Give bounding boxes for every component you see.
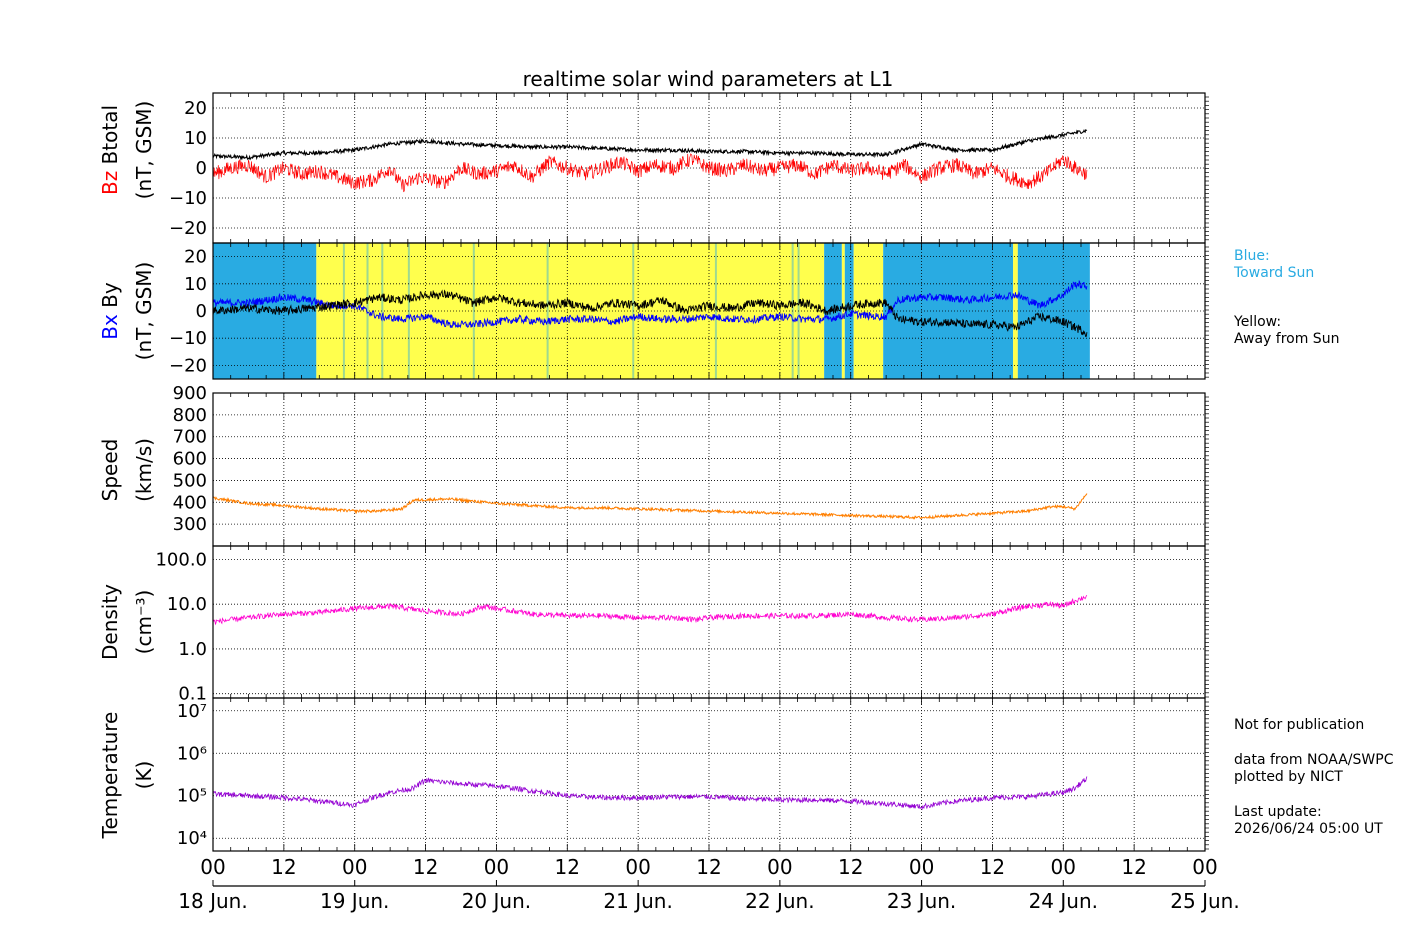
y-axis-title-line2: (cm⁻³) (132, 590, 156, 655)
x-hour-label: 12 (696, 855, 721, 879)
x-day-label: 24 Jun. (1029, 889, 1098, 913)
y-tick-label: −20 (169, 218, 207, 239)
x-day-label: 20 Jun. (462, 889, 531, 913)
y-axis-title-main: Temperature (98, 712, 122, 840)
y-tick-label: 100.0 (155, 549, 207, 570)
y-axis-title-main: Btotal (98, 105, 122, 164)
x-day-label: 19 Jun. (320, 889, 389, 913)
panel-frame-temperature (212, 697, 1206, 852)
y-axis-title-line1: Bz Btotal (98, 105, 122, 195)
x-hour-label: 00 (767, 855, 792, 879)
x-day-label: 18 Jun. (178, 889, 247, 913)
y-tick-label: 20 (184, 247, 207, 268)
y-tick-label: 10⁶ (177, 743, 207, 764)
y-axis-title-line2: (nT, GSM) (132, 101, 156, 200)
legend-away-from-sun: Yellow: Away from Sun (1234, 314, 1340, 347)
by-line (212, 289, 1088, 338)
y-tick-label: 700 (173, 427, 207, 448)
x-day-label: 25 Jun. (1170, 889, 1239, 913)
y-tick-label: 300 (173, 514, 207, 535)
y-axis-title-line2: (nT, GSM) (132, 262, 156, 361)
y-axis-title-bt-bz: Bz Btotal (nT, GSM) (98, 101, 156, 200)
y-tick-label: 1.0 (178, 639, 207, 660)
y-tick-label: 900 (173, 383, 207, 404)
legend-toward-sun: Blue: Toward Sun (1234, 248, 1315, 281)
y-tick-label: −10 (169, 188, 207, 209)
speed-line (212, 493, 1088, 520)
density-line (212, 595, 1088, 626)
x-hour-label: 12 (555, 855, 580, 879)
y-axis-title-speed: Speed (km/s) (98, 438, 156, 502)
y-axis-title-density: Density (cm⁻³) (98, 584, 156, 660)
x-day-label: 21 Jun. (603, 889, 672, 913)
y-axis-title-main: Density (98, 584, 122, 660)
y-axis-title-line1: Density (98, 584, 122, 660)
x-day-label: 23 Jun. (887, 889, 956, 913)
y-axis-title-line1: Bx By (98, 282, 122, 340)
y-axis-title-main: By (98, 282, 122, 308)
y-tick-label: 0 (196, 301, 207, 322)
x-hour-label: 00 (1192, 855, 1217, 879)
sector-streak (714, 243, 717, 379)
y-axis-title-prefix: Bz (98, 164, 122, 195)
btotal-line (212, 128, 1088, 161)
x-hour-label: 12 (980, 855, 1005, 879)
sector-streak (472, 243, 475, 379)
x-hour-label: 12 (413, 855, 438, 879)
y-tick-label: 800 (173, 405, 207, 426)
chart-title: realtime solar wind parameters at L1 (523, 67, 894, 91)
sector-streak (381, 243, 384, 379)
y-tick-label: 10.0 (167, 594, 207, 615)
x-hour-label: 00 (625, 855, 650, 879)
y-tick-label: 10⁵ (177, 786, 207, 807)
x-day-label: 22 Jun. (745, 889, 814, 913)
bx-line (212, 279, 1088, 329)
bz-line (212, 153, 1088, 193)
sector-streak (366, 243, 369, 379)
y-axis-title-line2: (K) (132, 761, 156, 790)
sector-band-away_from_sun (1013, 243, 1018, 379)
publication-note: Not for publication (1234, 717, 1365, 733)
x-hour-label: 00 (484, 855, 509, 879)
y-tick-label: 500 (173, 470, 207, 491)
sector-streak (342, 243, 345, 379)
y-tick-label: 10 (184, 128, 207, 149)
y-tick-label: 10⁴ (177, 828, 207, 849)
y-tick-label: −10 (169, 328, 207, 349)
x-hour-label: 12 (838, 855, 863, 879)
x-hour-label: 00 (909, 855, 934, 879)
y-tick-label: 0.1 (178, 684, 207, 705)
y-axis-title-line1: Temperature (98, 712, 122, 840)
y-tick-label: 0 (196, 158, 207, 179)
y-tick-label: 600 (173, 449, 207, 470)
y-axis-title-main: Speed (98, 439, 122, 502)
y-tick-label: 20 (184, 98, 207, 119)
data-source-note: data from NOAA/SWPC plotted by NICT (1234, 752, 1394, 785)
y-tick-label: 400 (173, 492, 207, 513)
x-hour-label: 00 (342, 855, 367, 879)
x-hour-label: 12 (1121, 855, 1146, 879)
last-update-note: Last update: 2026/06/24 05:00 UT (1234, 804, 1383, 837)
y-tick-label: 10 (184, 274, 207, 295)
x-hour-label: 00 (200, 855, 225, 879)
y-axis-title-prefix: Bx (98, 308, 122, 340)
y-axis-title-line2: (km/s) (132, 438, 156, 502)
y-tick-label: 10⁷ (177, 701, 207, 722)
sector-streak (546, 243, 549, 379)
y-axis-title-by-bx: Bx By (nT, GSM) (98, 262, 156, 361)
y-axis-title-line1: Speed (98, 439, 122, 502)
y-tick-label: −20 (169, 355, 207, 376)
panel-frame-speed (212, 392, 1206, 547)
x-hour-label: 12 (271, 855, 296, 879)
y-axis-title-temperature: Temperature (K) (98, 712, 156, 840)
temperature-line (212, 776, 1088, 811)
x-hour-label: 00 (1051, 855, 1076, 879)
